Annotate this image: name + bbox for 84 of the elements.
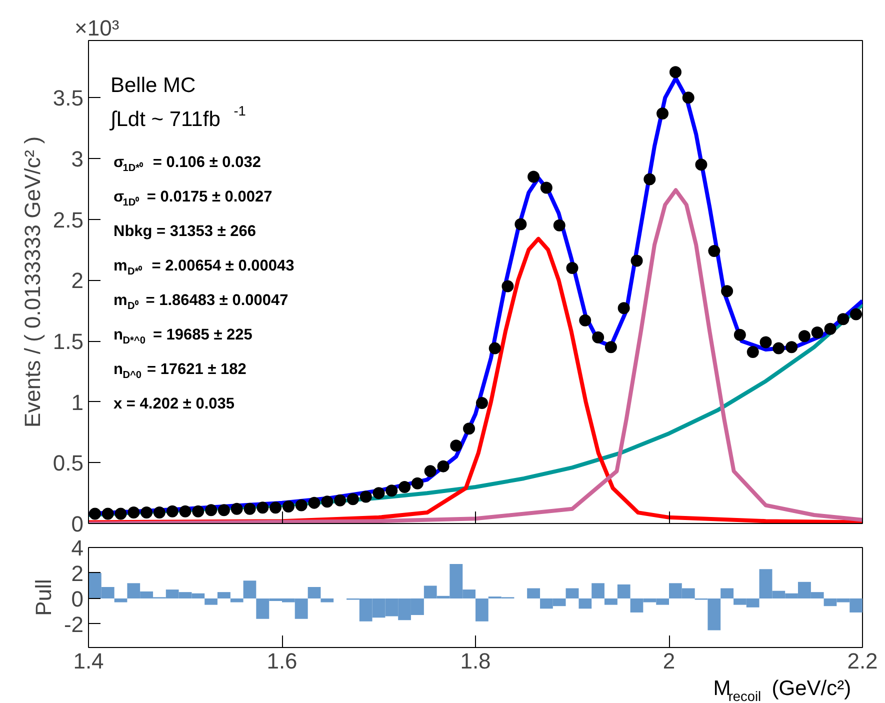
annotation: Belle MC — [110, 74, 196, 97]
point — [695, 158, 708, 171]
point — [346, 493, 359, 506]
point — [708, 244, 720, 257]
point — [88, 508, 101, 520]
point — [811, 326, 824, 338]
point — [386, 484, 398, 497]
point — [450, 440, 462, 452]
point — [528, 170, 540, 183]
y-tick-label: 2 — [71, 268, 84, 294]
point — [411, 477, 424, 490]
point — [179, 505, 192, 518]
point — [295, 499, 308, 512]
point — [553, 219, 566, 232]
point — [721, 285, 734, 298]
point — [630, 254, 643, 267]
y-tick-label: 0.5 — [52, 450, 84, 476]
point — [166, 505, 178, 518]
point — [772, 342, 785, 354]
point — [230, 502, 243, 515]
x-tick-label: 1.6 — [266, 648, 298, 674]
point — [308, 496, 320, 509]
point — [398, 481, 411, 493]
y-axis-title: Pull — [30, 579, 56, 616]
point — [463, 422, 476, 435]
point — [592, 331, 604, 344]
point — [205, 504, 218, 516]
y-tick-label: 3.5 — [52, 86, 84, 111]
point — [682, 92, 694, 104]
y-axis-title: Events / ( 0.0133333 GeV/c² ) — [20, 136, 45, 428]
annotation: x = 4.202 ± 0.035 — [114, 396, 235, 412]
point — [656, 108, 669, 120]
y-tick-label: 0 — [71, 512, 84, 536]
point — [837, 313, 850, 326]
point — [372, 487, 385, 500]
point — [360, 490, 372, 503]
point — [437, 460, 450, 472]
point — [256, 502, 269, 514]
x-tick-label: 2.2 — [847, 648, 878, 674]
y-tick-label: 1.5 — [52, 329, 84, 354]
point — [514, 218, 527, 230]
point — [321, 496, 334, 508]
point — [114, 508, 127, 520]
y-tick-label: 1 — [71, 390, 84, 415]
point — [734, 328, 746, 341]
point — [798, 330, 810, 342]
point — [579, 314, 592, 326]
point — [102, 508, 114, 520]
point — [476, 397, 488, 410]
text: ×10³ — [74, 16, 120, 40]
point — [760, 336, 772, 348]
y-tick-label: 0 — [71, 586, 84, 612]
point — [850, 308, 862, 320]
y-tick-label: 4 — [71, 536, 84, 560]
point — [270, 502, 282, 514]
point — [746, 346, 759, 358]
point — [618, 302, 630, 314]
y-tick-label: 3 — [71, 146, 84, 172]
annotation: Nbkg = 31353 ± 266 — [114, 223, 256, 240]
point — [334, 494, 346, 506]
point — [244, 502, 256, 515]
point — [282, 500, 294, 512]
x-tick-label: 1.8 — [460, 648, 491, 674]
point — [153, 506, 166, 519]
point — [218, 504, 230, 516]
point — [128, 506, 140, 519]
point — [644, 173, 656, 186]
point — [192, 505, 204, 518]
annotation: ∫Ldt ~ 711fb-1 — [110, 104, 246, 131]
point — [786, 341, 798, 354]
x-tick-label: 2 — [662, 648, 676, 674]
point — [566, 262, 578, 274]
y-tick-label: 2.5 — [52, 207, 84, 232]
y-tick-label: -2 — [64, 612, 84, 637]
y-tick-label: 2 — [71, 560, 84, 586]
point — [824, 322, 836, 335]
point — [540, 182, 552, 194]
point — [140, 506, 153, 519]
point — [424, 465, 436, 478]
x-tick-label: 1.4 — [73, 648, 104, 674]
point — [488, 342, 501, 354]
point — [669, 66, 682, 78]
point — [604, 341, 617, 354]
point — [502, 280, 514, 292]
